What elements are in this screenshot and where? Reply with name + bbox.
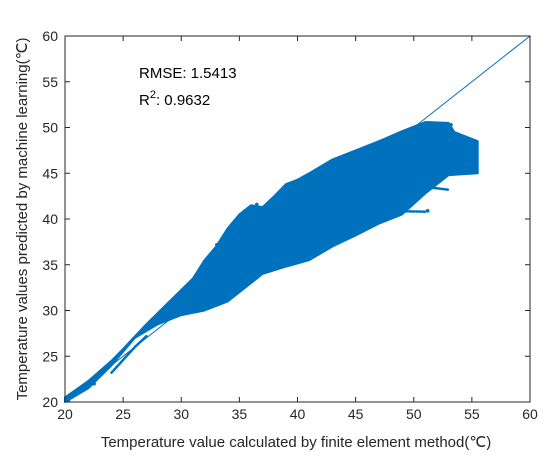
scatter-point-9 xyxy=(449,123,453,127)
x-tick-label-50: 50 xyxy=(406,406,422,422)
x-tick-label-60: 60 xyxy=(522,406,538,422)
y-axis-label: Temperature values predicted by machine … xyxy=(14,38,31,401)
scatter-trail-6 xyxy=(214,225,288,246)
scatter-point-2 xyxy=(72,392,77,396)
y-tick-label-20: 20 xyxy=(42,394,58,410)
scatter-point-10 xyxy=(473,139,478,143)
y-tick-label-60: 60 xyxy=(42,28,58,44)
scatter-cloud xyxy=(64,121,479,403)
scatter-trail-1 xyxy=(377,139,474,149)
x-tick-label-40: 40 xyxy=(290,406,306,422)
rmse-annotation: RMSE: 1.5413 xyxy=(139,65,237,82)
scatter-trail-5 xyxy=(273,215,369,223)
x-tick-label-35: 35 xyxy=(232,406,248,422)
x-axis-label: Temperature value calculated by finite e… xyxy=(101,434,491,451)
plot-area xyxy=(64,35,531,403)
y-tick-label-45: 45 xyxy=(42,165,58,181)
scatter-trail-2 xyxy=(366,161,474,173)
reference-line xyxy=(64,35,531,403)
y-tick-label-40: 40 xyxy=(42,211,58,227)
scatter-point-11 xyxy=(472,169,477,174)
scatter-trail-4 xyxy=(331,204,427,213)
x-tick-label-20: 20 xyxy=(57,406,73,422)
x-tick-label-55: 55 xyxy=(464,406,480,422)
axes: 20 25 30 35 40 45 50 55 60 20 25 30 35 40 45 50 55 60 xyxy=(42,28,538,422)
scatter-point-8 xyxy=(313,169,317,174)
scatter-point-7 xyxy=(254,202,259,207)
y-tick-label-35: 35 xyxy=(42,257,58,273)
y-tick-label-50: 50 xyxy=(42,120,58,136)
y-tick-label-55: 55 xyxy=(42,74,58,90)
y-tick-label-30: 30 xyxy=(42,303,58,319)
x-tick-label-30: 30 xyxy=(173,406,189,422)
scatter-point-6 xyxy=(243,209,247,213)
x-tick-label-25: 25 xyxy=(115,406,131,422)
x-tick-label-45: 45 xyxy=(348,406,364,422)
scatter-point-4 xyxy=(92,381,96,386)
scatter-trail-3 xyxy=(354,176,450,191)
y-tick-label-25: 25 xyxy=(42,348,58,364)
r2-annotation: R2: 0.9632 xyxy=(139,89,210,109)
scatter-point-1 xyxy=(66,398,71,403)
scatter-point-12 xyxy=(425,209,430,213)
